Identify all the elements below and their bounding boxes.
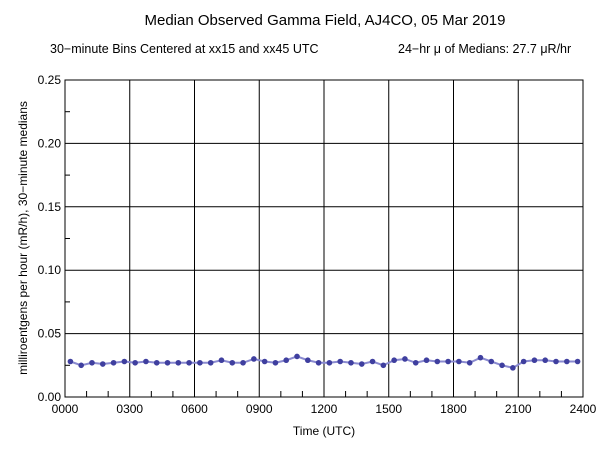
data-point [99, 361, 106, 367]
data-point [305, 357, 311, 364]
y-tick-label: 0.10 [38, 263, 62, 277]
data-point [412, 359, 419, 366]
data-point [251, 356, 257, 362]
series-points [67, 353, 581, 371]
x-tick-label: 0000 [52, 402, 79, 416]
x-tick-labels: 0000 0300 0600 0900 1200 1500 1800 2100 2400 [52, 402, 597, 416]
data-point [315, 359, 322, 366]
data-point [337, 358, 343, 365]
data-point [456, 358, 462, 365]
y-axis-label: milliroentgens per hour (mR/h), 30−minut… [16, 101, 30, 375]
data-point [466, 359, 473, 366]
data-point [207, 359, 214, 366]
plot-frame [64, 79, 584, 398]
data-point [380, 362, 387, 369]
data-point [326, 359, 333, 366]
x-tick-label: 1800 [440, 402, 467, 416]
x-tick-label: 0600 [181, 402, 208, 416]
data-point [510, 365, 516, 371]
axis-ticks [65, 111, 562, 397]
data-point [240, 359, 246, 366]
data-point [553, 358, 559, 365]
chart-subtitle-right: 24−hr μ of Medians: 27.7 μR/hr [398, 42, 571, 56]
y-tick-label: 0.05 [38, 327, 62, 341]
data-point [218, 357, 225, 364]
x-tick-label: 1200 [311, 402, 338, 416]
data-point [197, 359, 203, 366]
data-point [348, 359, 354, 366]
data-point [531, 357, 538, 364]
data-point [423, 357, 430, 364]
x-tick-label: 2100 [505, 402, 532, 416]
data-point [445, 358, 451, 365]
data-point [542, 357, 549, 364]
data-point [434, 358, 441, 365]
grid [65, 80, 583, 397]
data-point [143, 358, 149, 365]
data-point [520, 358, 527, 365]
y-tick-label: 0.25 [38, 73, 62, 87]
y-tick-label: 0.00 [38, 390, 62, 404]
y-tick-label: 0.20 [38, 136, 62, 150]
data-point [164, 359, 171, 366]
x-axis-label: Time (UTC) [293, 424, 355, 438]
data-point [67, 358, 74, 365]
data-point [261, 358, 268, 365]
data-point [477, 354, 484, 361]
data-point [153, 359, 160, 366]
data-point [186, 359, 192, 366]
data-point [121, 358, 128, 365]
data-point [110, 359, 117, 366]
data-point [369, 358, 376, 365]
x-tick-label: 0900 [246, 402, 273, 416]
x-tick-label: 1500 [375, 402, 402, 416]
data-point [574, 358, 581, 365]
data-point [391, 357, 397, 364]
data-point [229, 359, 236, 366]
data-point [358, 361, 365, 367]
data-point [402, 356, 408, 362]
data-point [89, 359, 95, 366]
chart-title: Median Observed Gamma Field, AJ4CO, 05 M… [145, 12, 506, 29]
data-point [132, 359, 138, 366]
data-point [272, 359, 279, 366]
data-point [294, 353, 300, 360]
x-tick-label: 2400 [570, 402, 597, 416]
data-point [564, 358, 570, 365]
data-point [488, 358, 495, 365]
data-point [499, 362, 505, 369]
x-tick-label: 0300 [116, 402, 143, 416]
y-tick-label: 0.15 [38, 200, 62, 214]
data-point [283, 357, 290, 364]
chart-subtitle-left: 30−minute Bins Centered at xx15 and xx45… [50, 42, 319, 56]
y-tick-labels: 0.00 0.05 0.10 0.15 0.20 0.25 [38, 73, 62, 404]
data-point [78, 362, 84, 369]
data-point [175, 359, 182, 366]
